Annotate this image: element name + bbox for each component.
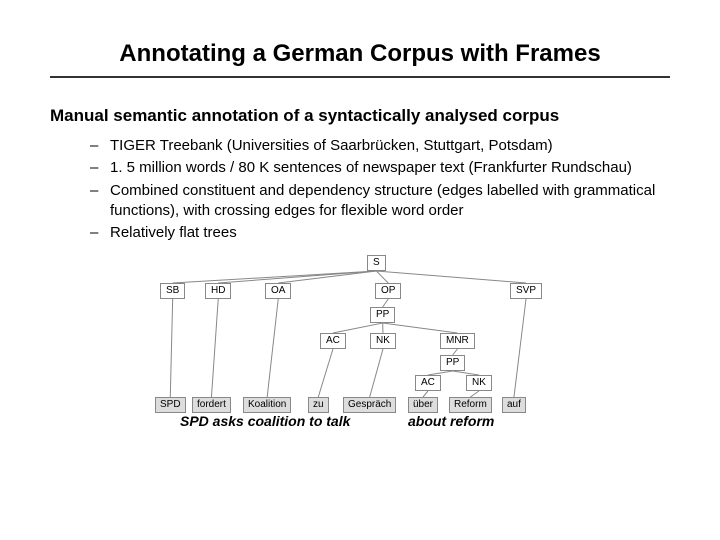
node-AC2: AC [415, 375, 441, 391]
syntax-tree: S SB HD OA OP SVP PP AC NK MNR PP AC NK SPD fordert Koa… [150, 255, 570, 415]
page-title: Annotating a German Corpus with Frames [50, 40, 670, 68]
node-SVP: SVP [510, 283, 542, 299]
leaf-l6: über [408, 397, 438, 413]
bullet-item: Combined constituent and dependency stru… [90, 181, 670, 222]
node-PP1: PP [370, 307, 395, 323]
legend-left: SPD asks coalition to talk [180, 413, 350, 429]
node-NK1: NK [370, 333, 396, 349]
bullet-list: TIGER Treebank (Universities of Saarbrüc… [50, 136, 670, 243]
node-AC1: AC [320, 333, 346, 349]
bullet-item: 1. 5 million words / 80 K sentences of n… [90, 158, 670, 178]
leaf-l3: Koalition [243, 397, 291, 413]
title-divider [50, 76, 670, 78]
subheading: Manual semantic annotation of a syntacti… [50, 106, 670, 126]
bullet-item: TIGER Treebank (Universities of Saarbrüc… [90, 136, 670, 156]
node-SB: SB [160, 283, 185, 299]
bullet-item: Relatively flat trees [90, 223, 670, 243]
node-HD: HD [205, 283, 231, 299]
leaf-l7: Reform [449, 397, 492, 413]
leaf-l5: Gespräch [343, 397, 396, 413]
legend-right: about reform [408, 413, 494, 429]
tree-edges [150, 255, 570, 415]
node-OP: OP [375, 283, 401, 299]
leaf-l1: SPD [155, 397, 186, 413]
node-NK2: NK [466, 375, 492, 391]
node-OA: OA [265, 283, 291, 299]
leaf-l2: fordert [192, 397, 231, 413]
leaf-l8: auf [502, 397, 526, 413]
node-PP2: PP [440, 355, 465, 371]
node-MNR: MNR [440, 333, 475, 349]
node-S: S [367, 255, 386, 271]
leaf-l4: zu [308, 397, 329, 413]
